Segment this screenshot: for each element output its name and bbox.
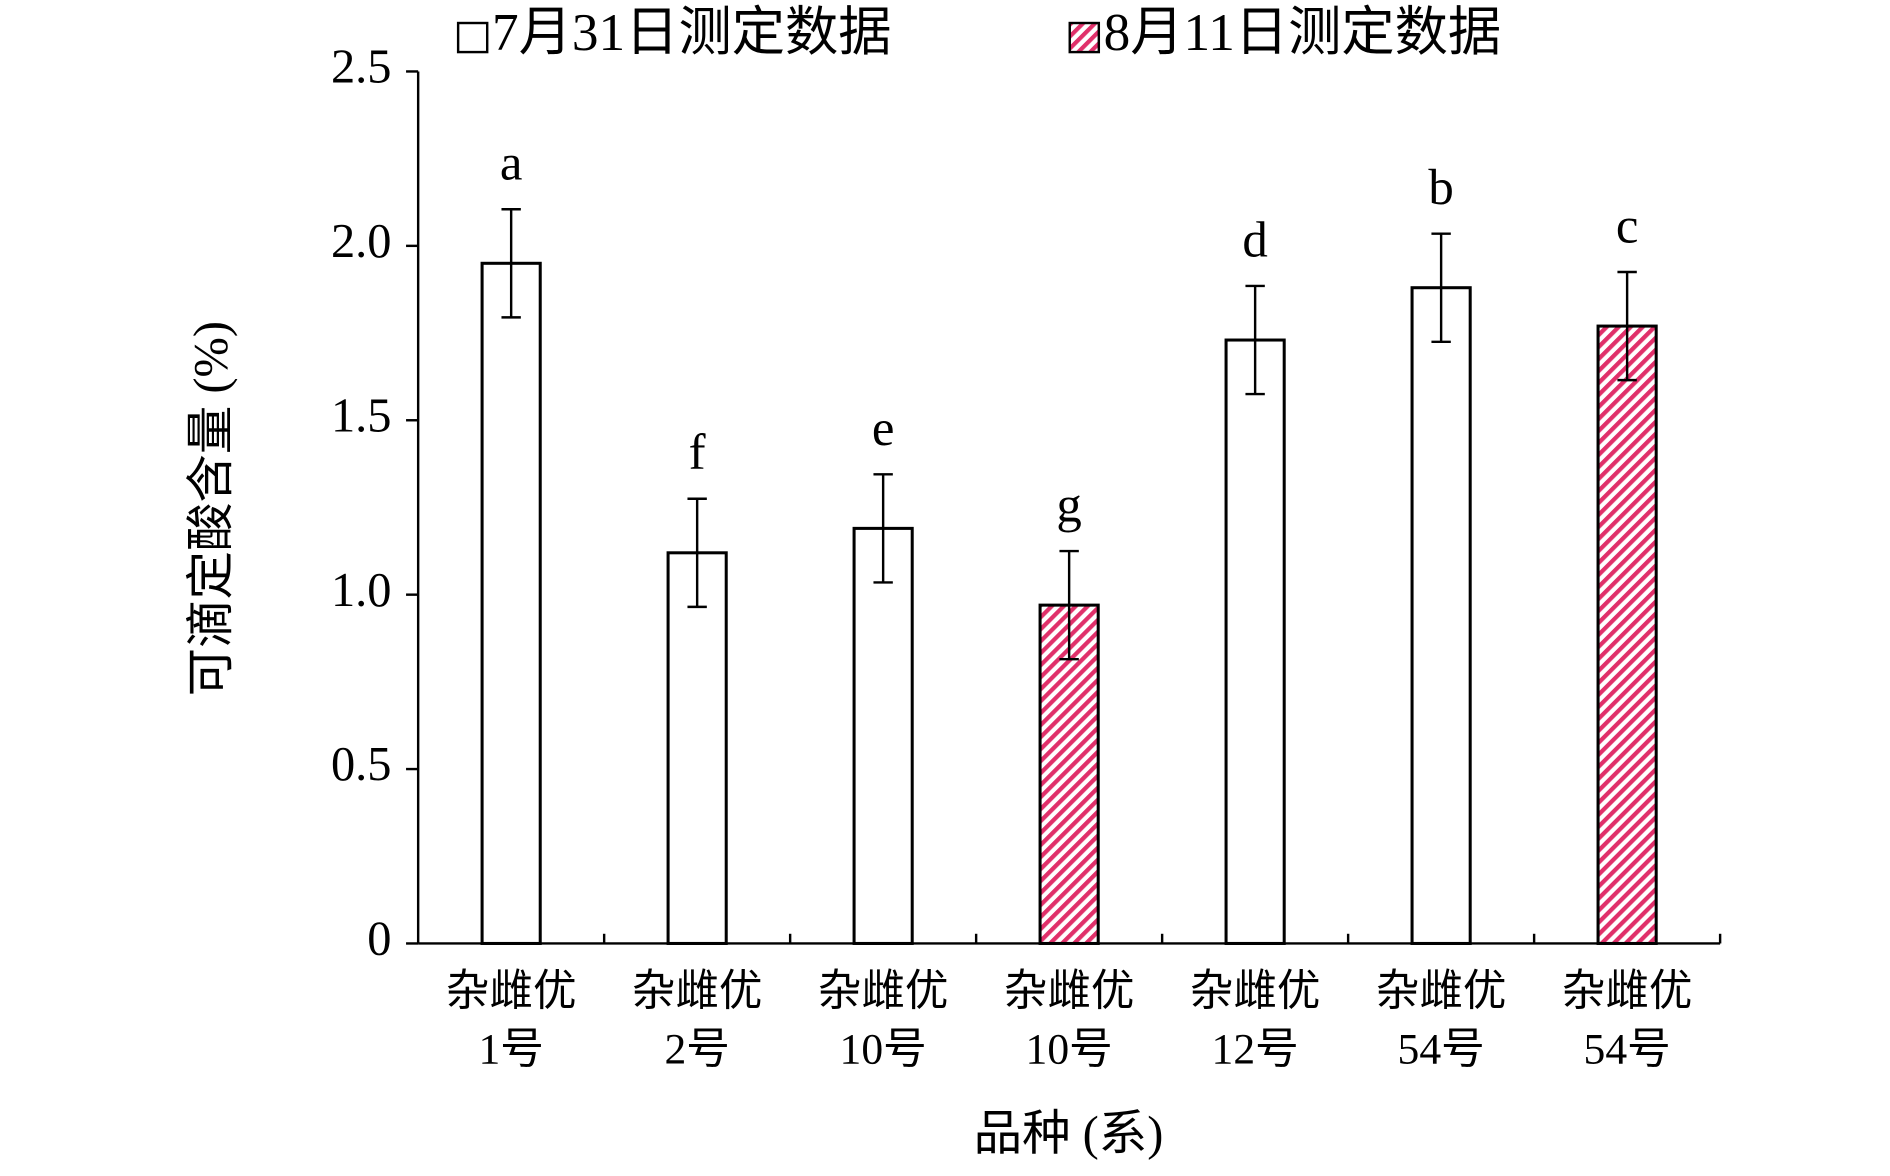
x-tick-label: 杂雌优 <box>1376 968 1507 1016</box>
bar <box>1038 603 1100 945</box>
bar <box>666 551 728 945</box>
significance-letter: g <box>1056 478 1081 534</box>
x-tick-label: 杂雌优 <box>818 968 949 1016</box>
x-tick-label: 1号 <box>478 1026 543 1074</box>
significance-letter: d <box>1242 212 1267 268</box>
y-tick-label: 0.5 <box>331 738 392 791</box>
y-axis-title: 可滴定酸含量 (%) <box>185 321 238 696</box>
x-tick-label: 杂雌优 <box>1562 968 1693 1016</box>
x-tick-label: 杂雌优 <box>632 968 763 1016</box>
x-axis-title: 品种 (系) <box>974 1108 1164 1161</box>
x-tick-label: 杂雌优 <box>1004 968 1135 1016</box>
x-tick-label: 10号 <box>840 1026 927 1074</box>
y-tick-label: 1.5 <box>331 389 392 442</box>
bar <box>1596 324 1658 945</box>
significance-letter: c <box>1616 199 1639 255</box>
x-tick-label: 12号 <box>1212 1026 1299 1074</box>
bar <box>480 261 542 945</box>
x-tick-label: 54号 <box>1584 1026 1671 1074</box>
y-tick-label: 2.0 <box>331 215 392 268</box>
legend-label: 8月11日测定数据 <box>1104 3 1502 62</box>
x-tick-label: 54号 <box>1398 1026 1485 1074</box>
y-tick-label: 1.0 <box>331 564 392 617</box>
significance-letter: a <box>500 136 523 192</box>
y-tick-label: 0 <box>367 913 391 966</box>
x-tick-label: 杂雌优 <box>1190 968 1321 1016</box>
x-tick-label: 10号 <box>1026 1026 1113 1074</box>
bar <box>1410 286 1472 945</box>
x-tick-label: 2号 <box>664 1026 729 1074</box>
significance-letter: f <box>689 425 706 481</box>
bar <box>852 526 914 945</box>
legend-swatch <box>1068 21 1101 54</box>
bar <box>1224 338 1286 945</box>
x-tick-label: 杂雌优 <box>446 968 577 1016</box>
legend-swatch <box>456 21 489 54</box>
y-tick-label: 2.5 <box>331 41 392 94</box>
significance-letter: e <box>872 401 895 457</box>
legend-label: 7月31日测定数据 <box>492 3 892 62</box>
significance-letter: b <box>1428 160 1453 216</box>
